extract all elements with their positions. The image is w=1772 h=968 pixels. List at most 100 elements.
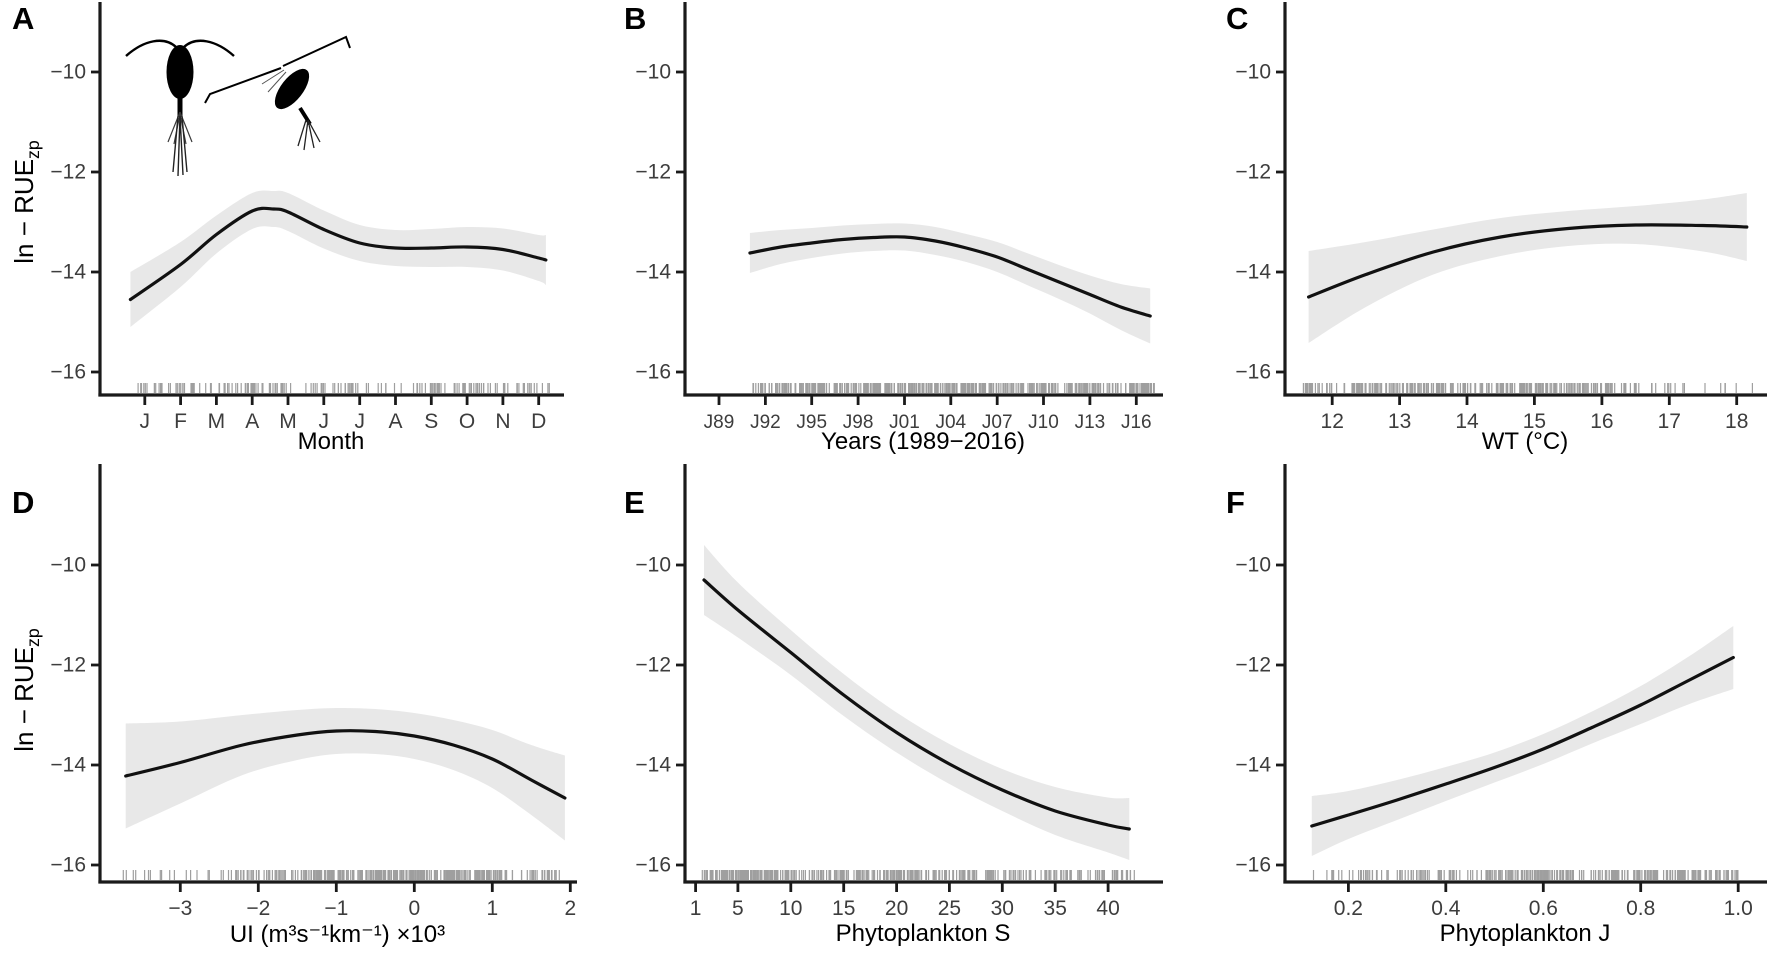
x-axis-title-month: Month (297, 428, 365, 455)
x-axis-title-phytoplankton-j: Phytoplankton J (1439, 920, 1611, 947)
plot-area-month: J F M A M J J A S O N D−10−12−14−16 (50, 2, 564, 433)
svg-text:F: F (174, 410, 187, 433)
svg-text:30: 30 (991, 897, 1014, 920)
svg-text:J98: J98 (843, 412, 874, 433)
x-tick-marks (717, 396, 1138, 405)
svg-text:10: 10 (779, 897, 802, 920)
svg-text:−16: −16 (635, 854, 671, 877)
panel-letter-A: A (12, 1, 35, 36)
confidence-band (130, 190, 546, 327)
svg-text:1: 1 (690, 897, 702, 920)
svg-text:−10: −10 (635, 554, 671, 577)
panel-letter-F: F (1226, 485, 1245, 520)
svg-text:5: 5 (732, 897, 744, 920)
svg-text:20: 20 (885, 897, 908, 920)
x-tick-labels: 12 13 14 15 16 17 18 (1321, 410, 1749, 433)
svg-text:−14: −14 (635, 754, 671, 777)
svg-text:J92: J92 (750, 412, 781, 433)
svg-text:0: 0 (408, 897, 420, 920)
svg-text:0.6: 0.6 (1529, 897, 1558, 920)
figure-row-top: A ln − RUEzp J F M A M J J A S O N D −10 −12 −14 −16 Mo… (0, 0, 1772, 462)
svg-text:M: M (279, 410, 297, 433)
svg-text:J95: J95 (796, 412, 827, 433)
svg-text:2: 2 (564, 897, 576, 920)
svg-text:−10: −10 (1235, 61, 1271, 84)
svg-text:J: J (140, 410, 151, 433)
plot-area-phytoplankton-s: 1 5 10 15 20 25 30 35 40−10−12−14−16 (635, 464, 1163, 920)
svg-text:−16: −16 (50, 854, 86, 877)
svg-text:A: A (388, 410, 402, 433)
svg-text:N: N (495, 410, 510, 433)
rug-marks (122, 870, 560, 880)
figure-row-bottom: D ln − RUEzp −3 −2 −1 0 1 2 −10 −12 −14 −16 UI (m… (0, 462, 1772, 968)
svg-text:15: 15 (832, 897, 855, 920)
svg-text:0.4: 0.4 (1431, 897, 1461, 920)
confidence-band (1311, 626, 1734, 856)
panel-C: C 12 13 14 15 16 17 18 −10 −12 −14 −16 WT (°C) (1166, 0, 1772, 462)
y-tick-labels: −10 −12 −14 −16 (50, 61, 86, 384)
svg-text:0.2: 0.2 (1334, 897, 1363, 920)
smooth-curve (702, 578, 1131, 831)
svg-text:−16: −16 (50, 361, 86, 384)
svg-text:−14: −14 (50, 754, 86, 777)
svg-text:−16: −16 (635, 361, 671, 384)
y-tick-marks (91, 563, 100, 867)
y-axis-title: ln − RUEzp (2, 22, 46, 382)
svg-text:14: 14 (1455, 410, 1479, 433)
y-tick-labels: −10 −12 −14 −16 (1235, 554, 1271, 877)
y-tick-labels: −10 −12 −14 −16 (50, 554, 86, 877)
y-axis-title-subscript: zp (23, 140, 44, 159)
svg-text:25: 25 (938, 897, 961, 920)
svg-text:D: D (531, 410, 546, 433)
confidence-band (1308, 193, 1747, 343)
svg-text:−2: −2 (246, 897, 270, 920)
panel-letter-D: D (12, 485, 35, 520)
y-tick-marks (1276, 70, 1285, 374)
svg-text:−14: −14 (1235, 261, 1271, 284)
svg-text:1: 1 (486, 897, 498, 920)
svg-text:13: 13 (1388, 410, 1411, 433)
plot-area-years: J89 J92 J95 J98 J01 J04 J07 J10 J13 J16−10−12−14−… (635, 2, 1163, 433)
rug-marks (701, 870, 1135, 880)
x-axis-title-water-temperature: WT (°C) (1481, 428, 1569, 455)
x-axis-title-years: Years (1989−2016) (821, 428, 1025, 455)
svg-text:16: 16 (1590, 410, 1613, 433)
svg-text:−14: −14 (1235, 754, 1271, 777)
svg-text:S: S (424, 410, 438, 433)
confidence-band (749, 223, 1151, 344)
panel-D: D ln − RUEzp −3 −2 −1 0 1 2 −10 −12 −14 −16 UI (m… (0, 462, 577, 968)
svg-text:J16: J16 (1121, 412, 1152, 433)
svg-text:−12: −12 (1235, 654, 1271, 677)
x-tick-marks (1330, 396, 1739, 405)
svg-text:−14: −14 (50, 261, 86, 284)
copepod-tilted-icon (204, 35, 351, 151)
axes (683, 464, 1163, 884)
svg-text:17: 17 (1658, 410, 1681, 433)
panel-B: B J89 J92 J95 J98 J01 J04 J07 J10 J13 J16 −10 −12 −1… (560, 0, 1166, 462)
y-tick-labels: −10 −12 −14 −16 (635, 554, 671, 877)
x-tick-labels: J89 J92 J95 J98 J01 J04 J07 J10 J13 J16 (704, 412, 1152, 433)
x-tick-labels: −3 −2 −1 0 1 2 (168, 897, 576, 920)
svg-text:40: 40 (1096, 897, 1119, 920)
svg-text:J13: J13 (1075, 412, 1106, 433)
x-tick-labels: 1 5 10 15 20 25 30 35 40 (690, 897, 1120, 920)
x-axis-title-upwelling-index: UI (m³s⁻¹km⁻¹) ×10³ (229, 921, 446, 948)
y-axis-title-main: ln − RUE (9, 158, 39, 264)
plot-area-upwelling-index: −3 −2 −1 0 1 2−10−12−14−16 (50, 464, 577, 920)
axes (683, 2, 1163, 397)
svg-text:−12: −12 (1235, 161, 1271, 184)
x-axis-title-phytoplankton-s: Phytoplankton S (835, 920, 1011, 947)
plot-area-phytoplankton-j: 0.2 0.4 0.6 0.8 1.0 −10 −12 −14 −16 (1235, 464, 1767, 920)
svg-text:−1: −1 (324, 897, 348, 920)
svg-text:15: 15 (1523, 410, 1546, 433)
svg-text:35: 35 (1044, 897, 1067, 920)
svg-text:0.8: 0.8 (1626, 897, 1655, 920)
svg-text:J89: J89 (704, 412, 735, 433)
svg-text:−16: −16 (1235, 361, 1271, 384)
smooth-curve (748, 235, 1152, 318)
svg-text:J07: J07 (982, 412, 1013, 433)
y-axis-title-subscript: zp (23, 628, 44, 647)
smooth-curve (1310, 655, 1735, 828)
